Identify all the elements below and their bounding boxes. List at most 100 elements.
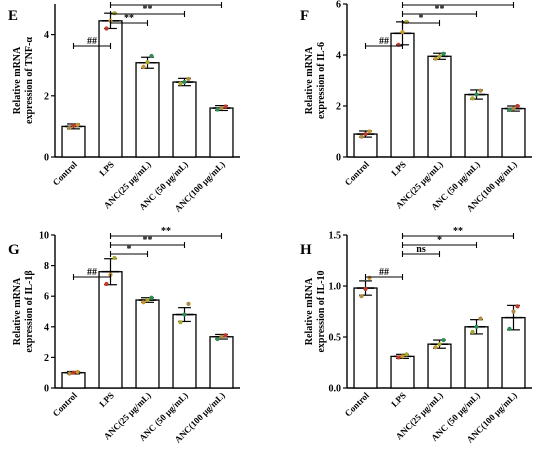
y-axis-label: Relative mRNAexpression of IL-1β	[12, 270, 35, 352]
data-point	[223, 104, 228, 109]
significance-label: **	[453, 0, 463, 6]
data-point	[104, 281, 109, 287]
y-tick-label: 0	[44, 384, 49, 395]
data-point	[433, 56, 438, 61]
data-point	[441, 51, 446, 56]
significance-label: ns	[416, 244, 426, 255]
data-point	[515, 304, 520, 309]
chart-panel-f: F 0 2 4 6 Relative mRNAexpression of IL-6 Cont…	[300, 0, 532, 214]
data-point	[182, 79, 187, 85]
data-point	[511, 106, 516, 111]
y-axis-label-line: Relative mRNA	[304, 46, 315, 114]
data-point	[112, 11, 117, 16]
significance-label: *	[127, 244, 132, 255]
data-point	[141, 64, 146, 69]
data-point	[71, 123, 76, 128]
data-point	[367, 275, 372, 280]
data-point	[359, 294, 364, 299]
x-tick-label: LPS	[97, 159, 116, 178]
significance-label: ##	[87, 267, 97, 278]
bar	[390, 355, 415, 389]
bar	[135, 299, 160, 389]
data-point	[149, 53, 154, 59]
data-point	[507, 326, 512, 331]
panel-letter: F	[300, 8, 309, 24]
bar	[427, 55, 452, 158]
y-tick-label: 2	[44, 353, 49, 364]
y-axis-label: Relative mRNAexpression of IL-6	[304, 42, 327, 119]
data-point	[145, 297, 150, 303]
data-point	[186, 76, 191, 82]
significance-label: **	[161, 226, 171, 237]
data-point	[478, 88, 483, 93]
panel-letter: E	[8, 8, 18, 24]
significance-label: ##	[87, 36, 97, 47]
y-tick-label: 1.0	[329, 282, 342, 293]
data-point	[141, 300, 146, 305]
x-tick-label: Control	[51, 159, 80, 188]
y-axis-label: Relative mRNAexpression of IL-10	[304, 270, 327, 352]
bar	[427, 343, 452, 389]
significance-label: **	[124, 13, 134, 24]
data-point	[104, 26, 109, 31]
significance-label: ##	[379, 267, 389, 278]
data-point	[75, 122, 80, 127]
significance-label: *	[437, 235, 442, 246]
y-axis-label-line: Relative mRNA	[304, 277, 315, 345]
data-point	[400, 354, 405, 359]
data-point	[112, 255, 117, 261]
significance-label: **	[143, 4, 153, 15]
bar	[464, 93, 489, 158]
data-point	[223, 333, 228, 338]
data-point	[515, 103, 520, 109]
significance-label: *	[419, 13, 424, 24]
y-axis-label-line: expression of TNF-α	[24, 37, 35, 124]
bar	[172, 81, 197, 158]
bar	[209, 107, 234, 158]
bar	[61, 125, 86, 158]
data-point	[149, 295, 154, 300]
bar	[98, 20, 123, 158]
panel-letter: H	[300, 242, 312, 258]
y-tick-label: 10	[39, 231, 49, 242]
data-point	[437, 54, 442, 59]
data-point	[75, 369, 80, 375]
bar	[464, 326, 489, 389]
data-point	[215, 336, 220, 342]
data-point	[363, 286, 368, 292]
data-point	[182, 312, 187, 317]
y-tick-label: 2	[336, 102, 341, 113]
bar	[98, 271, 123, 389]
y-tick-label: 8	[44, 261, 49, 272]
data-point	[219, 334, 224, 339]
y-axis-label-line: Relative mRNA	[12, 46, 23, 114]
y-axis-label-line: expression of IL-6	[316, 42, 327, 119]
significance-label: **	[143, 235, 153, 246]
y-tick-label: 2	[44, 91, 49, 102]
data-point	[186, 301, 191, 306]
data-point	[178, 81, 183, 86]
data-point	[367, 129, 372, 134]
y-tick-label: 6	[44, 292, 49, 303]
bar	[390, 32, 415, 158]
data-point	[215, 107, 220, 112]
data-point	[441, 337, 446, 343]
x-tick-label: LPS	[389, 159, 408, 178]
y-axis-label-line: Relative mRNA	[12, 277, 23, 345]
y-tick-label: 6	[336, 0, 341, 11]
data-point	[433, 345, 438, 350]
y-axis-label-line: expression of IL-1β	[24, 270, 35, 352]
bar	[209, 336, 234, 389]
chart-panel-e: E 0 2 4 Relative mRNAexpression of TNF-α Cont…	[8, 0, 240, 214]
panel-letter: G	[8, 242, 20, 258]
data-point	[178, 320, 183, 325]
significance-label: **	[435, 4, 445, 15]
bar	[172, 313, 197, 389]
data-point	[400, 29, 405, 35]
x-tick-label: Control	[51, 390, 80, 419]
y-tick-label: 1.5	[329, 231, 342, 242]
data-point	[71, 370, 76, 375]
data-point	[67, 371, 72, 376]
y-tick-label: 4	[44, 322, 49, 333]
